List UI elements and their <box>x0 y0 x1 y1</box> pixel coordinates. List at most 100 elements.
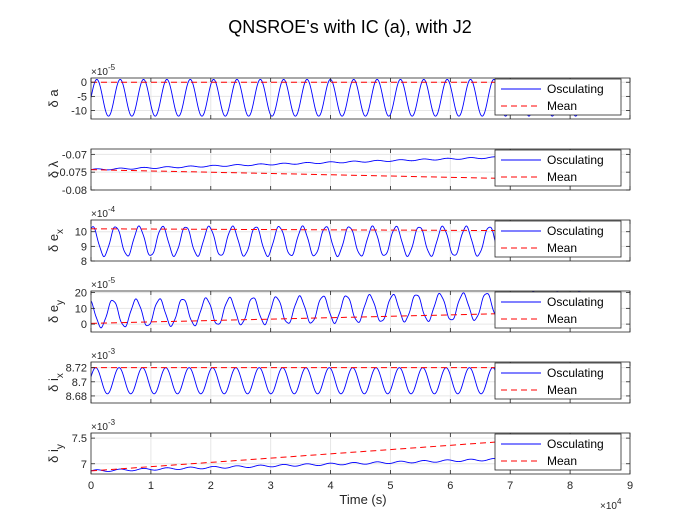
subplot-6: 7.5 7 δ iy ×10-3 Osculating Mean <box>46 418 631 475</box>
y-tick-label: 10 <box>75 227 87 239</box>
legend-label-osculating: Osculating <box>547 295 604 309</box>
y-axis-label: δ ey <box>46 300 66 323</box>
legend-label-osculating: Osculating <box>547 153 604 167</box>
x-tick-label: 6 <box>447 480 453 492</box>
x-tick-label: 4 <box>327 480 333 492</box>
x-axis-exponent-power: 4 <box>617 497 622 506</box>
y-axis-label-base: δ e <box>46 234 61 252</box>
x-tick-label: 5 <box>387 480 393 492</box>
y-axis-label-base: δ i <box>46 449 61 463</box>
y-axis-label: δ iy <box>46 444 66 463</box>
y-axis-exponent-base: ×10 <box>91 280 108 291</box>
legend-box <box>494 433 622 471</box>
y-axis-exponent-power: -3 <box>108 347 116 356</box>
x-tick-label: 2 <box>208 480 214 492</box>
x-tick-label: 9 <box>627 480 633 492</box>
y-tick-label: 0 <box>81 77 87 89</box>
y-axis-exponent: ×10-3 <box>91 418 116 433</box>
y-axis-label-subscript: x <box>55 229 66 234</box>
axes-box <box>90 77 631 120</box>
y-axis-label-base: δ e <box>46 305 61 323</box>
series-mean-line <box>91 169 595 181</box>
legend-box <box>494 362 622 400</box>
axes-box <box>90 361 631 404</box>
y-axis-label: δ a <box>46 89 61 108</box>
y-tick-label: -10 <box>71 106 87 118</box>
y-tick-label: -0.075 <box>56 167 87 179</box>
legend-box <box>494 149 622 187</box>
y-axis-label: δ ix <box>46 373 66 392</box>
axes-box <box>90 432 631 475</box>
y-axis-exponent: ×10-3 <box>91 347 116 362</box>
y-axis-label-subscript: y <box>55 300 66 305</box>
axes-box <box>90 148 631 191</box>
y-axis-exponent-power: -5 <box>108 276 116 285</box>
y-tick-label: 20 <box>75 288 87 300</box>
x-axis-exponent: ×104 <box>600 497 622 512</box>
y-tick-label: 0 <box>81 319 87 331</box>
x-tick-label: 3 <box>268 480 274 492</box>
legend-label-osculating: Osculating <box>547 437 604 451</box>
series-mean-line <box>91 311 595 324</box>
legend: Osculating Mean <box>494 433 622 471</box>
legend-box <box>494 220 622 258</box>
y-axis-exponent-base: ×10 <box>91 209 108 220</box>
y-tick-label: 9 <box>81 241 87 253</box>
y-axis-label-base: δ i <box>46 378 61 392</box>
y-axis-label: δ ex <box>46 229 66 252</box>
x-axis-label: Time (s) <box>339 492 386 507</box>
chart-title: QNSROE's with IC (a), with J2 <box>228 17 471 37</box>
shared-x-axis: 0 1 2 3 4 5 6 7 8 9 <box>88 480 633 492</box>
y-tick-label: 8.72 <box>66 363 87 375</box>
subplot-panels: 0-5-10δ a×10-5OsculatingMean-0.07-0.075-… <box>46 63 631 475</box>
y-tick-label: 8.68 <box>66 391 87 403</box>
legend-label-mean: Mean <box>547 99 577 113</box>
y-axis-exponent-base: ×10 <box>91 351 108 362</box>
y-axis-label-subscript: x <box>55 373 66 378</box>
y-tick-label: 8 <box>81 256 87 268</box>
legend-box <box>494 291 622 329</box>
y-axis-exponent: ×10-5 <box>91 276 116 291</box>
axes-box <box>90 219 631 262</box>
y-axis-exponent-base: ×10 <box>91 422 108 433</box>
legend-label-mean: Mean <box>547 170 577 184</box>
y-tick-label: 7.5 <box>72 433 87 445</box>
y-axis-exponent: ×10-4 <box>91 205 116 220</box>
x-tick-label: 0 <box>88 480 94 492</box>
y-axis-exponent-power: -5 <box>108 63 116 72</box>
subplot-2: -0.07 -0.075 -0.08δ λ Osculating Mean <box>46 148 631 197</box>
legend: Osculating Mean <box>494 78 622 116</box>
legend-label-mean: Mean <box>547 454 577 468</box>
legend: Osculating Mean <box>494 291 622 329</box>
legend-label-mean: Mean <box>547 383 577 397</box>
y-axis-exponent: ×10-5 <box>91 63 116 78</box>
axes-box <box>90 290 631 333</box>
series-mean-line <box>91 228 595 232</box>
y-tick-label: -5 <box>77 91 87 103</box>
y-axis-exponent-power: -4 <box>108 205 116 214</box>
y-axis-label-base: δ a <box>46 89 61 108</box>
x-tick-label: 1 <box>148 480 154 492</box>
y-tick-label: -0.08 <box>62 185 87 197</box>
legend-label-osculating: Osculating <box>547 366 604 380</box>
y-axis-label-base: δ λ <box>46 160 61 178</box>
y-axis-exponent-base: ×10 <box>91 67 108 78</box>
legend: Osculating Mean <box>494 149 622 187</box>
legend: Osculating Mean <box>494 362 622 400</box>
x-tick-label: 7 <box>507 480 513 492</box>
y-tick-label: 10 <box>75 303 87 315</box>
y-tick-label: -0.07 <box>62 149 87 161</box>
legend-label-osculating: Osculating <box>547 224 604 238</box>
subplot-3: 10 9 8 δ ex ×10-4 Osculating Mean <box>46 205 631 268</box>
y-axis-exponent-power: -3 <box>108 418 116 427</box>
legend-box <box>494 78 622 116</box>
legend-label-mean: Mean <box>547 241 577 255</box>
legend: Osculating Mean <box>494 220 622 258</box>
y-tick-label: 8.7 <box>72 377 87 389</box>
legend-label-mean: Mean <box>547 312 577 326</box>
y-tick-label: 7 <box>81 459 87 471</box>
subplot-4: 20 10 0 δ ey ×10-5 Osculating Mean <box>46 276 631 333</box>
